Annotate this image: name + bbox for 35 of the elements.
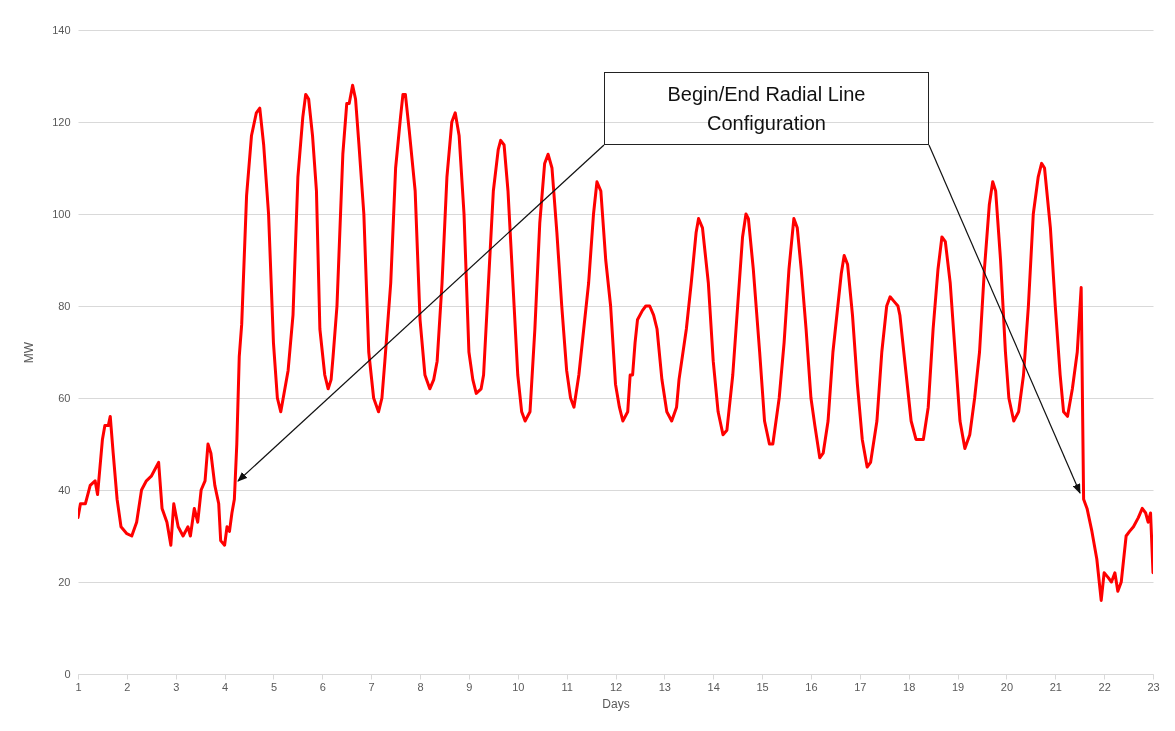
y-tick-label: 140 <box>52 23 71 36</box>
x-tick-label: 1 <box>75 680 82 693</box>
x-tick-label: 13 <box>658 680 671 693</box>
x-tick-label: 9 <box>466 680 473 693</box>
x-tick-label: 5 <box>270 680 278 693</box>
x-tick-label: 14 <box>707 680 720 693</box>
x-tick-label: 16 <box>805 680 818 693</box>
x-tick-label: 11 <box>561 680 573 693</box>
x-tick-label: 2 <box>124 680 131 693</box>
x-tick-label: 8 <box>417 680 424 693</box>
x-tick-label: 6 <box>319 680 326 693</box>
callout-box: Begin/End Radial Line Configuration <box>604 72 929 145</box>
y-tick-label: 20 <box>58 575 71 588</box>
y-tick-label: 60 <box>58 391 71 404</box>
x-tick-label: 23 <box>1147 680 1160 693</box>
y-tick-label: 100 <box>52 207 71 220</box>
x-tick-label: 7 <box>368 680 375 693</box>
x-tick-label: 15 <box>756 680 769 693</box>
y-tick-label: 40 <box>58 483 71 496</box>
x-tick-label: 12 <box>609 680 623 693</box>
y-tick-label: 80 <box>58 299 71 312</box>
y-axis-title: MW <box>22 341 37 364</box>
x-tick-label: 10 <box>512 680 525 693</box>
x-tick-label: 18 <box>903 680 916 693</box>
x-tick-label: 21 <box>1049 680 1062 693</box>
y-tick-label: 120 <box>52 115 71 128</box>
x-tick-label: 19 <box>951 680 965 693</box>
x-axis-title: Days <box>602 696 630 711</box>
x-tick-label: 4 <box>222 680 229 693</box>
x-tick-label: 17 <box>854 680 867 693</box>
x-tick-label: 22 <box>1098 680 1111 693</box>
line-series <box>78 83 1153 602</box>
x-tick-label: 3 <box>173 680 180 693</box>
y-tick-label: 0 <box>64 667 71 680</box>
x-tick-label: 20 <box>1000 680 1014 693</box>
